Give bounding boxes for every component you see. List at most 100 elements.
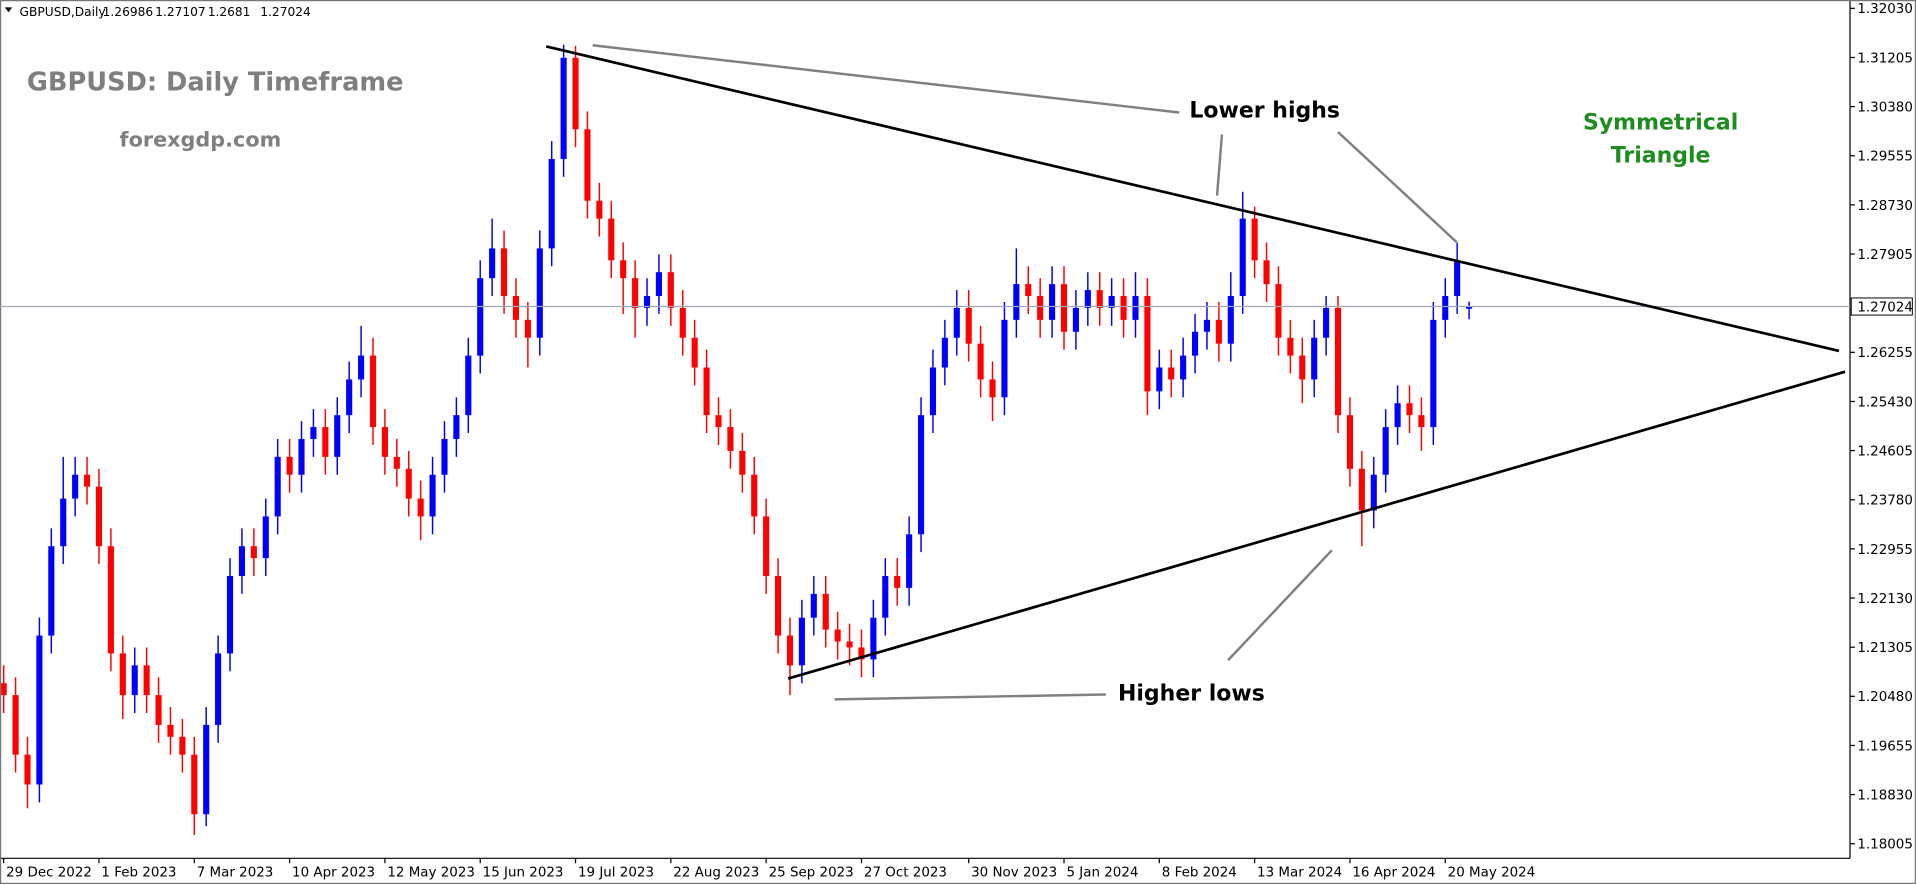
candle-body — [560, 57, 567, 160]
x-tick-label: 15 Jun 2023 — [483, 866, 564, 881]
candle-body — [786, 635, 794, 666]
y-tick-label: 1.20480 — [1857, 690, 1913, 705]
current-price-label: 1.27024 — [1857, 300, 1913, 315]
candle-body — [620, 260, 627, 279]
y-tick-label: 1.18005 — [1857, 838, 1913, 853]
candle-body — [250, 546, 257, 559]
candle-body — [524, 319, 531, 338]
x-tick-label: 29 Dec 2022 — [6, 866, 92, 881]
candle-body — [369, 355, 377, 428]
candle-body — [822, 593, 829, 630]
candle-body — [1001, 319, 1008, 398]
y-tick-label: 1.19655 — [1857, 739, 1913, 754]
candle-body — [727, 427, 734, 451]
candle-body — [1084, 290, 1091, 308]
candles — [0, 44, 1473, 836]
candle-body — [1060, 284, 1068, 332]
candle-body — [1358, 468, 1365, 511]
lower-trendline — [787, 370, 1846, 680]
header-low: 1.2681 — [208, 5, 251, 19]
candle-body — [548, 159, 555, 249]
y-tick-label: 1.22130 — [1857, 592, 1913, 607]
candle-body — [72, 474, 79, 499]
candle-body — [441, 438, 448, 475]
candle-body — [608, 218, 615, 261]
current-price-box — [1850, 297, 1913, 316]
candle-body — [584, 129, 591, 201]
candle-body — [1072, 307, 1079, 332]
candle-body — [1394, 403, 1401, 428]
candle-body — [1346, 415, 1353, 469]
chart-title: GBPUSD: Daily Timeframe — [27, 67, 404, 97]
candle-body — [512, 296, 520, 320]
candle-body — [1311, 337, 1318, 380]
candle-body — [167, 724, 174, 737]
x-tick-label: 7 Mar 2023 — [197, 866, 274, 881]
header-high: 1.27107 — [155, 5, 206, 19]
candle-body — [489, 248, 496, 279]
pointer — [592, 44, 1180, 114]
candle-body — [95, 486, 103, 547]
y-tick-label: 1.30380 — [1857, 101, 1913, 116]
candle-body — [274, 456, 281, 517]
candle-body — [310, 427, 317, 439]
header-close: 1.27024 — [260, 5, 311, 19]
candle-body — [215, 653, 222, 725]
candle-body — [667, 272, 674, 308]
candle-body — [1192, 331, 1199, 356]
candle-body — [1144, 296, 1151, 392]
x-tick-label: 20 May 2024 — [1448, 866, 1536, 881]
candle-body — [870, 617, 877, 660]
candle-body — [810, 593, 817, 618]
y-tick-label: 1.18830 — [1857, 788, 1913, 803]
higher-lows-label: Higher lows — [1118, 682, 1265, 707]
candle-body — [453, 415, 460, 439]
candle-body — [131, 665, 138, 696]
candle-body — [1299, 355, 1306, 380]
candle-body — [500, 248, 508, 297]
candle-body — [1239, 218, 1246, 297]
candle-body — [226, 575, 234, 654]
candle-body — [1215, 319, 1222, 344]
candle-body — [143, 665, 150, 696]
candle-body — [238, 546, 245, 576]
candle-body — [834, 629, 841, 642]
candle-body — [1120, 296, 1127, 320]
pointers — [592, 44, 1458, 701]
pattern-label: Triangle — [1611, 144, 1711, 169]
candle-body — [703, 367, 710, 416]
candle-body — [417, 498, 424, 517]
candle-body — [381, 427, 388, 457]
candle-body — [798, 617, 805, 666]
candle-body — [1025, 284, 1032, 297]
subtitle: forexgdp.com — [120, 128, 282, 152]
y-tick-label: 1.25430 — [1857, 395, 1913, 410]
candle-body — [763, 516, 770, 576]
candle-body — [1406, 403, 1413, 416]
candle-body — [358, 355, 365, 380]
candle-body — [334, 415, 341, 457]
candle-body — [751, 474, 758, 517]
pointer — [1337, 131, 1458, 243]
candle-body — [1418, 415, 1425, 428]
candle-body — [1287, 337, 1294, 356]
y-tick-label: 1.23780 — [1857, 494, 1913, 509]
candle-body — [60, 498, 67, 547]
x-tick-label: 12 May 2023 — [387, 866, 475, 881]
candle-body — [739, 450, 746, 475]
candle-body — [1275, 284, 1282, 338]
x-tick-label: 8 Feb 2024 — [1162, 866, 1237, 881]
candle-body — [632, 278, 639, 308]
menu-arrow — [4, 7, 13, 13]
candle-body — [286, 456, 293, 475]
candle-body — [84, 474, 91, 487]
candle-body — [1168, 367, 1175, 380]
candle-body — [12, 695, 19, 755]
candle-body — [1466, 306, 1473, 309]
candle-body — [846, 641, 853, 648]
x-tick-label: 16 Apr 2024 — [1352, 866, 1435, 881]
pointer — [1215, 134, 1224, 196]
